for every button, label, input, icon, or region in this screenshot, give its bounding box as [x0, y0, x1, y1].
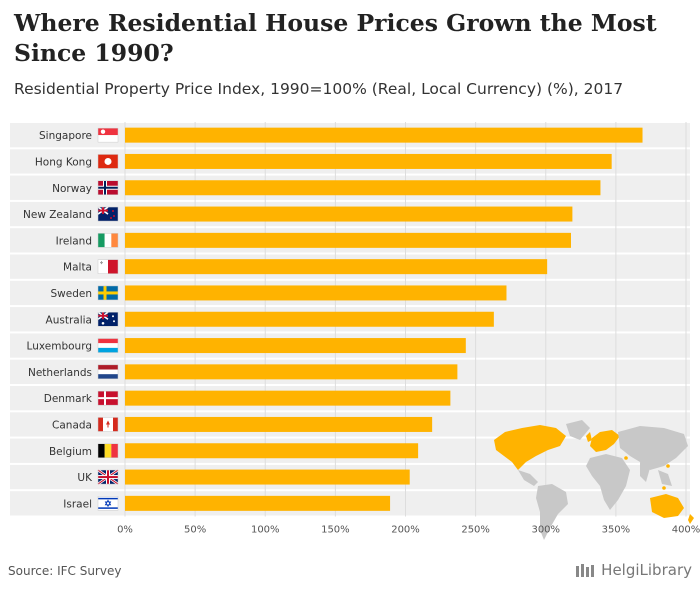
bar: [125, 495, 391, 511]
x-tick-label: 50%: [184, 525, 206, 536]
bar: [125, 390, 451, 406]
x-tick-labels: 0% 50% 100% 150% 200% 250% 300% 350% 400%: [117, 525, 700, 536]
flag-uk-icon: [97, 468, 119, 486]
flag-belgium-icon: [97, 443, 119, 458]
brand-logo: HelgiLibrary: [575, 561, 692, 579]
bar: [125, 232, 571, 248]
x-tick-label: 0%: [117, 525, 133, 536]
x-tick-label: 350%: [602, 525, 631, 536]
flag-hong-kong-icon: [97, 154, 119, 169]
source-note: Source: IFC Survey: [8, 564, 122, 578]
bar: [125, 443, 419, 459]
flag-new-zealand-icon: [97, 206, 119, 222]
category-label: Israel: [63, 498, 92, 510]
flag-australia-icon: [97, 311, 119, 327]
category-label: Norway: [52, 183, 92, 195]
brand-name: HelgiLibrary: [601, 561, 692, 579]
map-africa: [586, 454, 630, 510]
country-flags: [97, 127, 119, 511]
map-singapore: [662, 486, 666, 490]
x-tick-label: 400%: [672, 525, 700, 536]
map-central-america: [518, 470, 538, 486]
x-tick-label: 200%: [391, 525, 420, 536]
bar: [125, 338, 466, 354]
flag-denmark-icon: [97, 390, 119, 406]
map-greenland: [566, 420, 590, 440]
category-label: Belgium: [49, 446, 92, 458]
bar: [125, 364, 458, 380]
library-icon: [576, 564, 595, 577]
x-tick-label: 100%: [251, 525, 280, 536]
flag-luxembourg-icon: [97, 338, 119, 353]
category-labels: Singapore Hong Kong Norway New Zealand Irela…: [23, 130, 93, 510]
x-tick-label: 300%: [531, 525, 560, 536]
category-label: Denmark: [44, 393, 93, 405]
map-india: [640, 462, 650, 482]
bar-chart: Singapore Hong Kong Norway New Zealand Irela…: [10, 122, 700, 540]
row-bands: [10, 123, 690, 516]
flag-malta-icon: [97, 259, 119, 274]
map-australia: [650, 494, 684, 518]
map-israel: [624, 456, 628, 460]
flag-netherlands-icon: [97, 364, 119, 380]
flag-israel-icon: [97, 496, 119, 511]
world-map-icon: [494, 420, 694, 540]
category-label: New Zealand: [23, 209, 92, 221]
chart-subtitle: Residential Property Price Index, 1990=1…: [14, 80, 624, 98]
flag-sweden-icon: [97, 285, 119, 301]
category-label: Sweden: [51, 288, 93, 300]
flag-canada-icon: [97, 417, 119, 432]
map-new-zealand: [688, 514, 694, 524]
bar: [125, 311, 494, 327]
x-tick-label: 150%: [321, 525, 350, 536]
category-label: Netherlands: [28, 367, 92, 379]
map-north-america: [494, 425, 566, 470]
bar: [125, 416, 433, 432]
bar: [125, 259, 548, 275]
category-label: UK: [77, 472, 93, 484]
map-southeast-asia: [658, 470, 672, 486]
bar: [125, 285, 507, 301]
bar: [125, 153, 612, 169]
bar: [125, 469, 410, 485]
map-europe: [590, 430, 620, 452]
chart-title: Where Residential House Prices Grown the…: [14, 9, 657, 67]
bar: [125, 206, 573, 222]
category-label: Luxembourg: [27, 341, 92, 353]
bar: [125, 127, 643, 143]
category-label: Hong Kong: [35, 156, 92, 168]
flag-norway-icon: [97, 180, 119, 195]
category-label: Malta: [63, 262, 92, 274]
bar: [125, 180, 601, 196]
category-label: Ireland: [56, 235, 92, 247]
flag-singapore-icon: [97, 127, 119, 143]
flag-ireland-icon: [97, 233, 119, 248]
map-asia: [618, 426, 688, 470]
bars: [125, 127, 643, 511]
category-label: Singapore: [39, 130, 92, 142]
map-uk-ireland: [586, 432, 592, 442]
category-label: Australia: [46, 314, 92, 326]
x-tick-label: 250%: [461, 525, 490, 536]
map-south-america: [536, 484, 568, 540]
map-hong-kong: [666, 464, 670, 468]
category-label: Canada: [52, 419, 92, 431]
